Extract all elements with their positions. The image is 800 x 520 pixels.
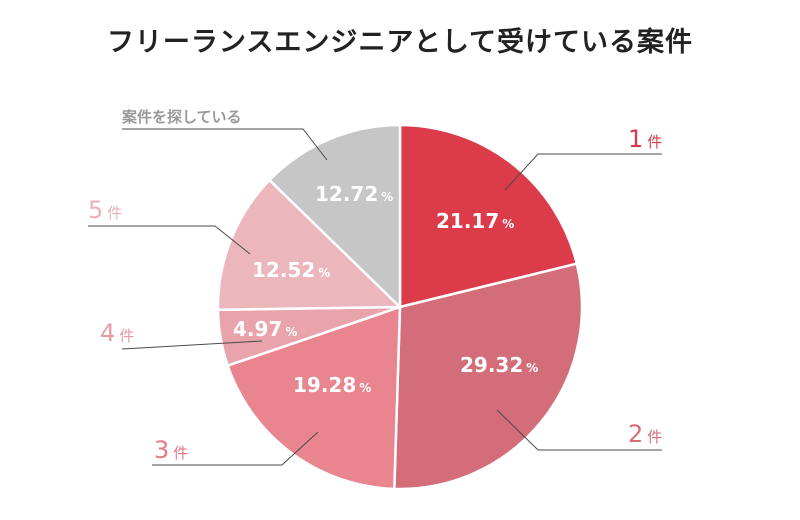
slice-percent-value: 21.17 xyxy=(436,209,499,233)
slice-percent-label: 12.72% xyxy=(315,182,393,206)
slice-category-unit: 件 xyxy=(107,204,122,222)
leader-line xyxy=(121,340,263,350)
slice-category-number: 5 xyxy=(88,196,103,224)
slice-category-number: 3 xyxy=(154,436,169,464)
leader-line xyxy=(504,153,662,191)
slice-percent-value: 4.97 xyxy=(233,317,282,341)
slice-percent-unit: % xyxy=(526,361,538,375)
leader-line xyxy=(496,409,662,451)
pie-slice[interactable] xyxy=(268,123,402,309)
slice-percent-value: 12.52 xyxy=(252,258,315,282)
chart-title: フリーランスエンジニアとして受けている案件 xyxy=(106,27,694,58)
slice-percent-unit: % xyxy=(318,266,330,280)
slice-category-unit: 件 xyxy=(173,444,188,462)
slice-percent-value: 19.28 xyxy=(293,373,356,397)
slice-category-number: 2 xyxy=(628,420,643,448)
leader-line xyxy=(152,431,319,466)
slice-category-number: 4 xyxy=(100,319,115,347)
slice-category-number: 1 xyxy=(628,125,643,153)
pie-slice[interactable] xyxy=(393,262,584,491)
slice-percent-unit: % xyxy=(359,381,371,395)
slice-percent-label: 4.97% xyxy=(233,317,297,341)
pie-slice[interactable] xyxy=(216,178,402,312)
slice-category-unit: 件 xyxy=(647,428,662,446)
slice-category-unit: 件 xyxy=(647,133,662,151)
slice-percent-unit: % xyxy=(502,217,514,231)
slice-percent-unit: % xyxy=(285,325,297,339)
leader-line xyxy=(122,128,328,161)
slice-percent-label: 19.28% xyxy=(293,373,371,397)
slice-category-label: 案件を探している xyxy=(121,108,242,126)
slice-percent-value: 12.72 xyxy=(315,182,378,206)
pie-slice[interactable] xyxy=(226,305,402,491)
slice-percent-value: 29.32 xyxy=(460,353,523,377)
pie-slice[interactable] xyxy=(398,123,579,309)
slice-percent-unit: % xyxy=(381,190,393,204)
slice-percent-label: 21.17% xyxy=(436,209,514,233)
slice-percent-label: 29.32% xyxy=(460,353,538,377)
leader-line xyxy=(88,225,251,255)
slice-category-unit: 件 xyxy=(119,327,134,345)
slice-percent-label: 12.52% xyxy=(252,258,330,282)
